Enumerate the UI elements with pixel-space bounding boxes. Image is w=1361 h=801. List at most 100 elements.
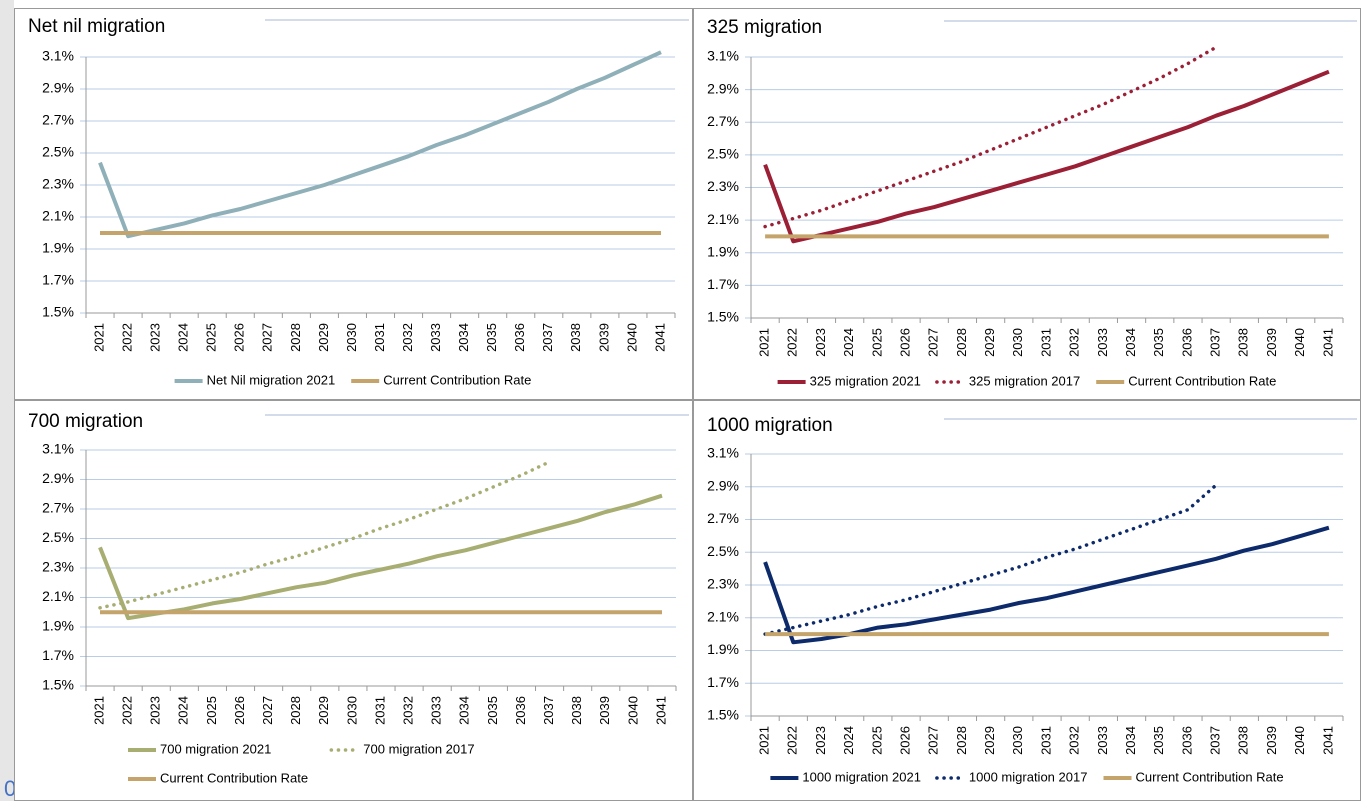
y-tick-label: 3.1%	[707, 48, 739, 64]
y-tick-label: 1.7%	[707, 674, 739, 690]
series-line	[763, 69, 1330, 244]
y-tick-label: 2.9%	[42, 470, 74, 486]
x-tick-label: 2032	[401, 696, 416, 725]
y-tick-label: 1.9%	[42, 240, 74, 256]
legend-item: 700 migration 2021	[128, 741, 271, 756]
x-tick-label: 2039	[1264, 726, 1279, 755]
y-tick-label: 2.7%	[42, 500, 74, 516]
x-tick-label: 2031	[1038, 328, 1053, 357]
chart-title: Net nil migration	[28, 16, 165, 37]
chart-title: 1000 migration	[707, 415, 833, 436]
x-tick-label: 2023	[813, 726, 828, 755]
x-tick-label: 2029	[982, 328, 997, 357]
x-tick-label: 2031	[372, 323, 387, 352]
x-tick-label: 2023	[148, 323, 163, 352]
y-tick-label: 2.1%	[42, 208, 74, 224]
x-tick-label: 2029	[316, 323, 331, 352]
x-tick-label: 2027	[926, 328, 941, 357]
y-tick-label: 1.5%	[42, 304, 74, 320]
x-tick-label: 2024	[176, 696, 191, 725]
x-tick-label: 2037	[1208, 726, 1223, 755]
x-tick-label: 2028	[288, 696, 303, 725]
y-tick-label: 2.5%	[42, 144, 74, 160]
x-tick-label: 2040	[624, 323, 639, 352]
legend-item: Current Contribution Rate	[351, 372, 531, 387]
y-tick-label: 2.3%	[42, 176, 74, 192]
side-label: 0	[4, 776, 16, 801]
x-tick-label: 2039	[1264, 328, 1279, 357]
x-tick-label: 2040	[625, 696, 640, 725]
y-tick-label: 2.9%	[42, 80, 74, 96]
y-tick-label: 1.9%	[42, 618, 74, 634]
legend-label: 700 migration 2021	[160, 741, 271, 756]
x-tick-label: 2041	[653, 696, 668, 725]
x-tick-label: 2023	[813, 328, 828, 357]
x-tick-label: 2024	[176, 323, 191, 352]
legend-label: 700 migration 2017	[363, 741, 474, 756]
y-tick-label: 3.1%	[707, 445, 739, 461]
x-tick-label: 2028	[954, 328, 969, 357]
legend-label: 1000 migration 2017	[969, 769, 1088, 784]
series-line	[763, 483, 1218, 636]
x-tick-label: 2025	[204, 323, 219, 352]
legend-label: Current Contribution Rate	[1128, 373, 1276, 388]
y-tick-label: 2.7%	[707, 510, 739, 526]
series-line	[98, 50, 662, 239]
x-tick-label: 2033	[1095, 726, 1110, 755]
x-tick-label: 2034	[457, 696, 472, 725]
legend-item: Net Nil migration 2021	[174, 372, 335, 387]
chart-panel: 1000 migration 1.5% 1.7% 1.9% 2.1% 2.3% 2.5% 2.…	[693, 400, 1361, 801]
x-tick-label: 2040	[1292, 726, 1307, 755]
x-tick-label: 2030	[1010, 328, 1025, 357]
x-tick-label: 2036	[1179, 328, 1194, 357]
y-tick-label: 1.7%	[707, 276, 739, 292]
legend-item: Current Contribution Rate	[1103, 769, 1284, 784]
legend-item: Current Contribution Rate	[128, 770, 308, 785]
y-tick-label: 2.9%	[707, 80, 739, 96]
panel-border	[14, 8, 693, 400]
y-tick-label: 2.9%	[707, 477, 739, 493]
x-tick-label: 2033	[1095, 328, 1110, 357]
x-tick-label: 2026	[897, 726, 912, 755]
x-tick-label: 2038	[568, 323, 583, 352]
x-tick-label: 2021	[757, 726, 772, 755]
y-tick-label: 1.5%	[42, 677, 74, 693]
legend-item: Current Contribution Rate	[1096, 373, 1276, 388]
y-tick-label: 1.9%	[707, 641, 739, 657]
x-tick-label: 2038	[569, 696, 584, 725]
y-tick-label: 2.5%	[707, 543, 739, 559]
series-line	[763, 525, 1330, 645]
legend-label: Current Contribution Rate	[1136, 769, 1284, 784]
x-tick-label: 2025	[869, 328, 884, 357]
legend-item: 1000 migration 2021	[770, 769, 921, 784]
x-tick-label: 2039	[596, 323, 611, 352]
y-tick-label: 3.1%	[42, 441, 74, 457]
x-tick-label: 2021	[91, 323, 106, 352]
x-tick-label: 2022	[120, 696, 135, 725]
x-tick-label: 2027	[260, 696, 275, 725]
x-tick-label: 2041	[652, 323, 667, 352]
x-tick-label: 2021	[91, 696, 106, 725]
y-tick-label: 2.1%	[707, 608, 739, 624]
x-tick-label: 2037	[540, 323, 555, 352]
x-tick-label: 2036	[513, 696, 528, 725]
y-tick-label: 2.5%	[42, 529, 74, 545]
x-tick-label: 2030	[1010, 726, 1025, 755]
x-tick-label: 2037	[541, 696, 556, 725]
series-line	[763, 45, 1218, 229]
x-tick-label: 2037	[1208, 328, 1223, 357]
x-tick-label: 2028	[288, 323, 303, 352]
x-tick-label: 2034	[1123, 328, 1138, 357]
y-tick-label: 2.1%	[707, 211, 739, 227]
legend-label: Current Contribution Rate	[383, 372, 531, 387]
x-tick-label: 2038	[1236, 328, 1251, 357]
x-tick-label: 2041	[1320, 328, 1335, 357]
x-tick-label: 2024	[841, 328, 856, 357]
y-tick-label: 2.7%	[42, 112, 74, 128]
x-tick-label: 2025	[869, 726, 884, 755]
x-tick-label: 2025	[204, 696, 219, 725]
legend-item: 325 migration 2017	[935, 373, 1080, 388]
y-tick-label: 2.3%	[707, 178, 739, 194]
x-tick-label: 2031	[1038, 726, 1053, 755]
